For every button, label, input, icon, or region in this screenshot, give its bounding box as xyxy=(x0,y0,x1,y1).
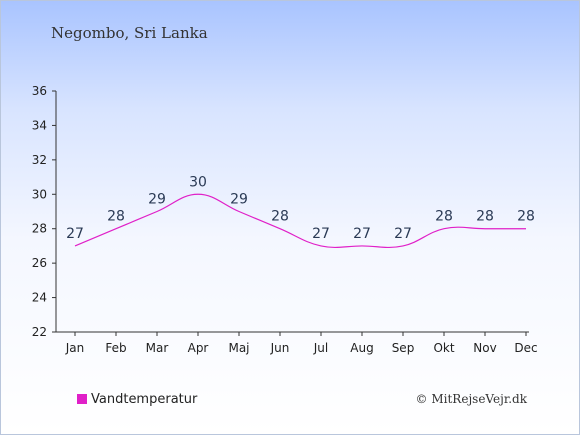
data-label-group: 27 28 29 30 29 28 27 27 27 28 28 28 xyxy=(66,174,535,242)
data-label: 27 xyxy=(312,226,330,242)
data-label: 28 xyxy=(476,209,494,225)
data-label: 28 xyxy=(271,209,289,225)
x-tick-label: Mar xyxy=(146,341,169,355)
x-tick-label: Apr xyxy=(188,341,209,355)
credit-text: © MitRejseVejr.dk xyxy=(416,392,528,406)
data-label: 27 xyxy=(353,226,371,242)
data-label: 28 xyxy=(107,209,125,225)
data-label: 27 xyxy=(66,226,84,242)
y-tick-group: 22 24 26 28 30 32 34 36 xyxy=(32,84,56,339)
x-tick-label: Jul xyxy=(313,341,328,355)
x-tick-label: Maj xyxy=(228,341,249,355)
x-tick-label: Jan xyxy=(65,341,85,355)
x-tick-label: Jun xyxy=(270,341,290,355)
y-tick-label: 28 xyxy=(32,222,47,236)
data-label: 29 xyxy=(148,192,166,208)
data-label: 28 xyxy=(517,209,535,225)
data-label: 29 xyxy=(230,192,248,208)
y-tick-label: 22 xyxy=(32,325,47,339)
data-label: 30 xyxy=(189,174,207,190)
data-label: 27 xyxy=(394,226,412,242)
y-tick-label: 32 xyxy=(32,153,47,167)
x-tick-label: Aug xyxy=(350,341,373,355)
x-tick-group: Jan Feb Mar Apr Maj Jun Jul Aug Sep Okt Nov Dec xyxy=(65,332,538,355)
chart-title: Negombo, Sri Lanka xyxy=(51,24,208,42)
y-tick-label: 24 xyxy=(32,291,47,305)
data-label: 28 xyxy=(435,209,453,225)
x-tick-label: Nov xyxy=(473,341,496,355)
x-tick-label: Sep xyxy=(392,341,415,355)
y-tick-label: 30 xyxy=(32,187,47,201)
x-tick-label: Dec xyxy=(514,341,537,355)
series-line-vandtemperatur xyxy=(74,193,526,249)
y-tick-label: 36 xyxy=(32,84,47,98)
x-tick-label: Okt xyxy=(433,341,454,355)
y-tick-label: 34 xyxy=(32,118,47,132)
y-tick-label: 26 xyxy=(32,256,47,270)
legend-label: Vandtemperatur xyxy=(91,392,198,407)
legend-swatch xyxy=(77,394,87,404)
x-tick-label: Feb xyxy=(105,341,126,355)
